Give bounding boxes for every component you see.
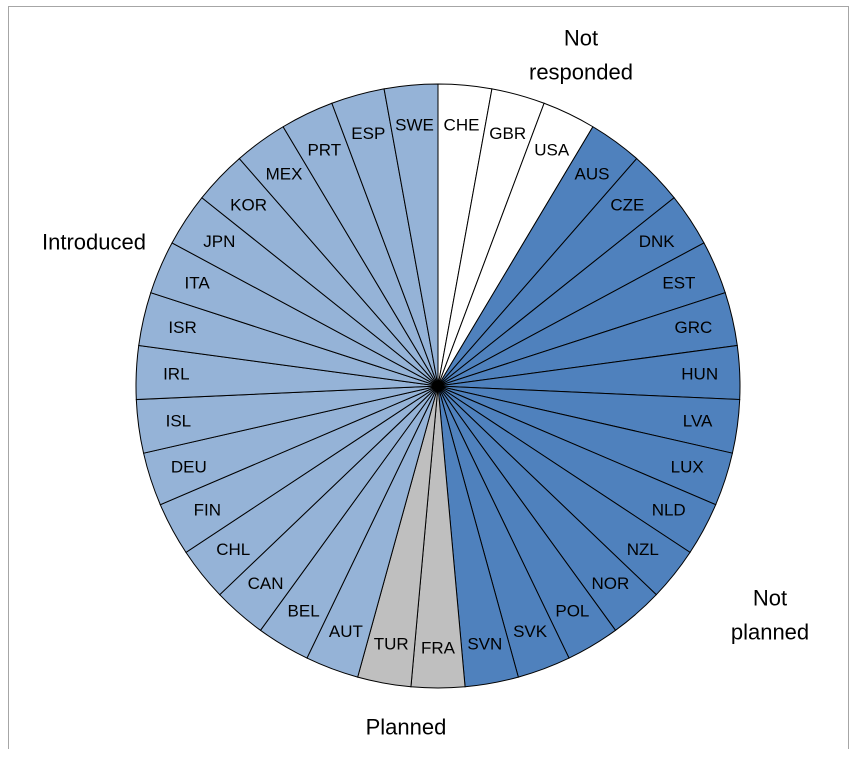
slice-label-deu: DEU bbox=[171, 458, 207, 477]
group-label-not-responded: Not responded bbox=[529, 26, 633, 85]
slice-label-ita: ITA bbox=[185, 274, 211, 293]
slice-label-tur: TUR bbox=[374, 634, 409, 653]
slice-label-pol: POL bbox=[555, 601, 589, 620]
group-label-introduced: Introduced bbox=[42, 230, 146, 255]
slice-label-prt: PRT bbox=[307, 140, 341, 159]
pie-slices bbox=[135, 83, 741, 689]
slice-label-aus: AUS bbox=[575, 165, 610, 184]
slice-label-can: CAN bbox=[248, 574, 284, 593]
slice-label-isr: ISR bbox=[168, 318, 196, 337]
slice-label-chl: CHL bbox=[216, 540, 250, 559]
slice-label-cze: CZE bbox=[610, 195, 644, 214]
slice-label-est: EST bbox=[662, 274, 695, 293]
slice-label-lva: LVA bbox=[683, 412, 713, 431]
slice-label-bel: BEL bbox=[288, 601, 320, 620]
slice-label-fin: FIN bbox=[194, 501, 221, 520]
slice-label-nor: NOR bbox=[592, 574, 630, 593]
slice-label-nld: NLD bbox=[652, 501, 686, 520]
slice-label-aut: AUT bbox=[329, 622, 363, 641]
slice-label-hun: HUN bbox=[681, 365, 718, 384]
slice-label-irl: IRL bbox=[163, 365, 189, 384]
group-label-planned: Planned bbox=[366, 715, 447, 740]
group-label-not-planned: Not planned bbox=[731, 586, 809, 645]
slice-label-nzl: NZL bbox=[627, 540, 659, 559]
slice-label-svk: SVK bbox=[513, 622, 548, 641]
slice-label-lux: LUX bbox=[671, 458, 704, 477]
pie-group-labels: Not responded Not planned Planned Introduced bbox=[42, 26, 809, 740]
slice-label-svn: SVN bbox=[467, 634, 502, 653]
chart-frame bbox=[8, 6, 849, 749]
slice-label-gbr: GBR bbox=[489, 124, 526, 143]
slice-label-esp: ESP bbox=[351, 124, 385, 143]
slice-label-fra: FRA bbox=[421, 639, 456, 658]
slice-label-swe: SWE bbox=[395, 116, 434, 135]
slice-label-che: CHE bbox=[444, 116, 480, 135]
slice-label-kor: KOR bbox=[230, 195, 267, 214]
slice-label-dnk: DNK bbox=[639, 232, 676, 251]
slice-label-mex: MEX bbox=[266, 165, 303, 184]
slice-label-grc: GRC bbox=[675, 318, 713, 337]
pie-slice-swe bbox=[383, 83, 439, 387]
slice-label-usa: USA bbox=[534, 140, 570, 159]
slice-label-jpn: JPN bbox=[203, 232, 235, 251]
slice-label-isl: ISL bbox=[166, 412, 192, 431]
